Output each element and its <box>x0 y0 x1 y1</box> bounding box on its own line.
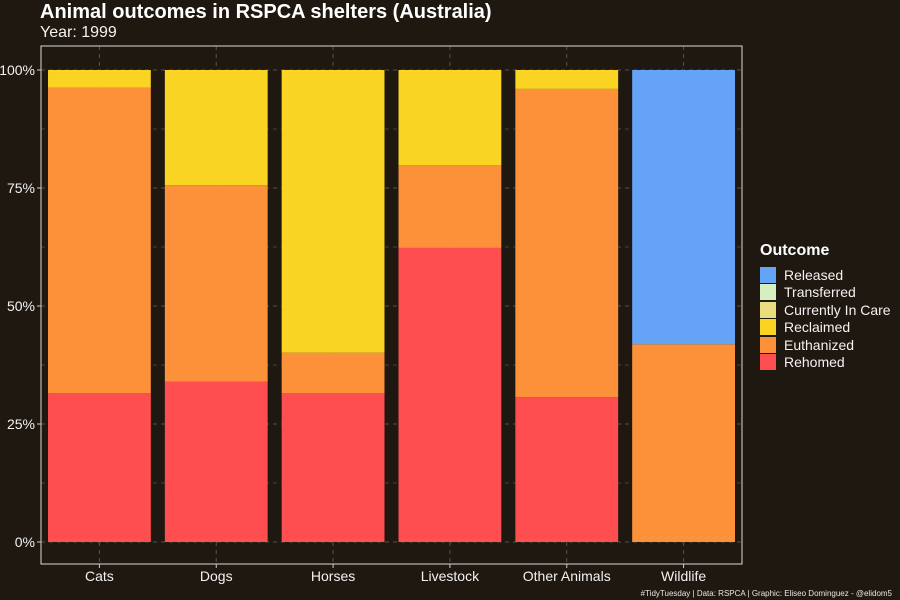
bar-other-animals-rehomed <box>515 397 619 542</box>
panel-border <box>40 45 743 565</box>
legend: Outcome Released Transferred Currently I… <box>760 242 891 371</box>
legend-item-transferred: Transferred <box>760 284 891 302</box>
bar-horses-rehomed <box>281 393 385 542</box>
bar-other-animals-reclaimed <box>515 70 619 89</box>
x-tick-label: Wildlife <box>661 568 706 584</box>
legend-swatch-currently-in-care <box>760 301 776 318</box>
caption: #TidyTuesday | Data: RSPCA | Graphic: El… <box>640 589 892 598</box>
bar-other-animals-euthanized <box>515 88 619 398</box>
legend-label-reclaimed: Reclaimed <box>784 319 851 336</box>
legend-swatch-reclaimed <box>760 319 776 336</box>
y-tick-label: 100% <box>0 62 35 78</box>
legend-label-transferred: Transferred <box>784 284 856 301</box>
legend-label-euthanized: Euthanized <box>784 336 855 353</box>
legend-item-reclaimed: Reclaimed <box>760 319 891 337</box>
y-tick-label: 75% <box>7 180 35 196</box>
chart-title: Animal outcomes in RSPCA shelters (Austr… <box>40 1 492 23</box>
legend-item-released: Released <box>760 266 891 284</box>
x-tick-label: Horses <box>311 568 355 584</box>
bar-wildlife-euthanized <box>632 344 735 542</box>
legend-item-currently-in-care: Currently In Care <box>760 301 891 319</box>
bar-cats-rehomed <box>48 393 151 542</box>
chart-subtitle: Year: 1999 <box>40 24 117 41</box>
legend-swatch-euthanized <box>760 336 776 353</box>
legend-swatch-transferred <box>760 284 776 301</box>
bar-dogs-rehomed <box>164 381 268 542</box>
bar-horses-reclaimed <box>281 70 385 353</box>
bar-livestock-rehomed <box>398 247 502 542</box>
legend-label-currently-in-care: Currently In Care <box>784 301 891 318</box>
y-tick-label: 0% <box>15 534 35 550</box>
legend-label-rehomed: Rehomed <box>784 354 845 371</box>
bar-cats-euthanized <box>48 87 151 394</box>
legend-swatch-rehomed <box>760 354 776 371</box>
legend-title: Outcome <box>760 242 830 259</box>
bar-livestock-euthanized <box>398 165 502 248</box>
legend-label-released: Released <box>784 266 844 283</box>
bar-wildlife-released <box>632 70 735 345</box>
x-tick-label: Other Animals <box>523 568 611 584</box>
legend-item-euthanized: Euthanized <box>760 336 891 354</box>
y-tick-label: 50% <box>7 298 35 314</box>
bar-dogs-reclaimed <box>164 70 268 186</box>
x-tick-label: Cats <box>85 568 114 584</box>
y-tick-label: 25% <box>7 416 35 432</box>
bar-livestock-reclaimed <box>398 70 502 166</box>
x-tick-label: Dogs <box>200 568 233 584</box>
x-tick-label: Livestock <box>421 568 480 584</box>
bar-cats-reclaimed <box>48 70 151 88</box>
legend-swatch-released <box>760 266 776 283</box>
bar-dogs-euthanized <box>164 185 268 382</box>
bar-horses-euthanized <box>281 352 385 394</box>
legend-item-rehomed: Rehomed <box>760 354 891 372</box>
